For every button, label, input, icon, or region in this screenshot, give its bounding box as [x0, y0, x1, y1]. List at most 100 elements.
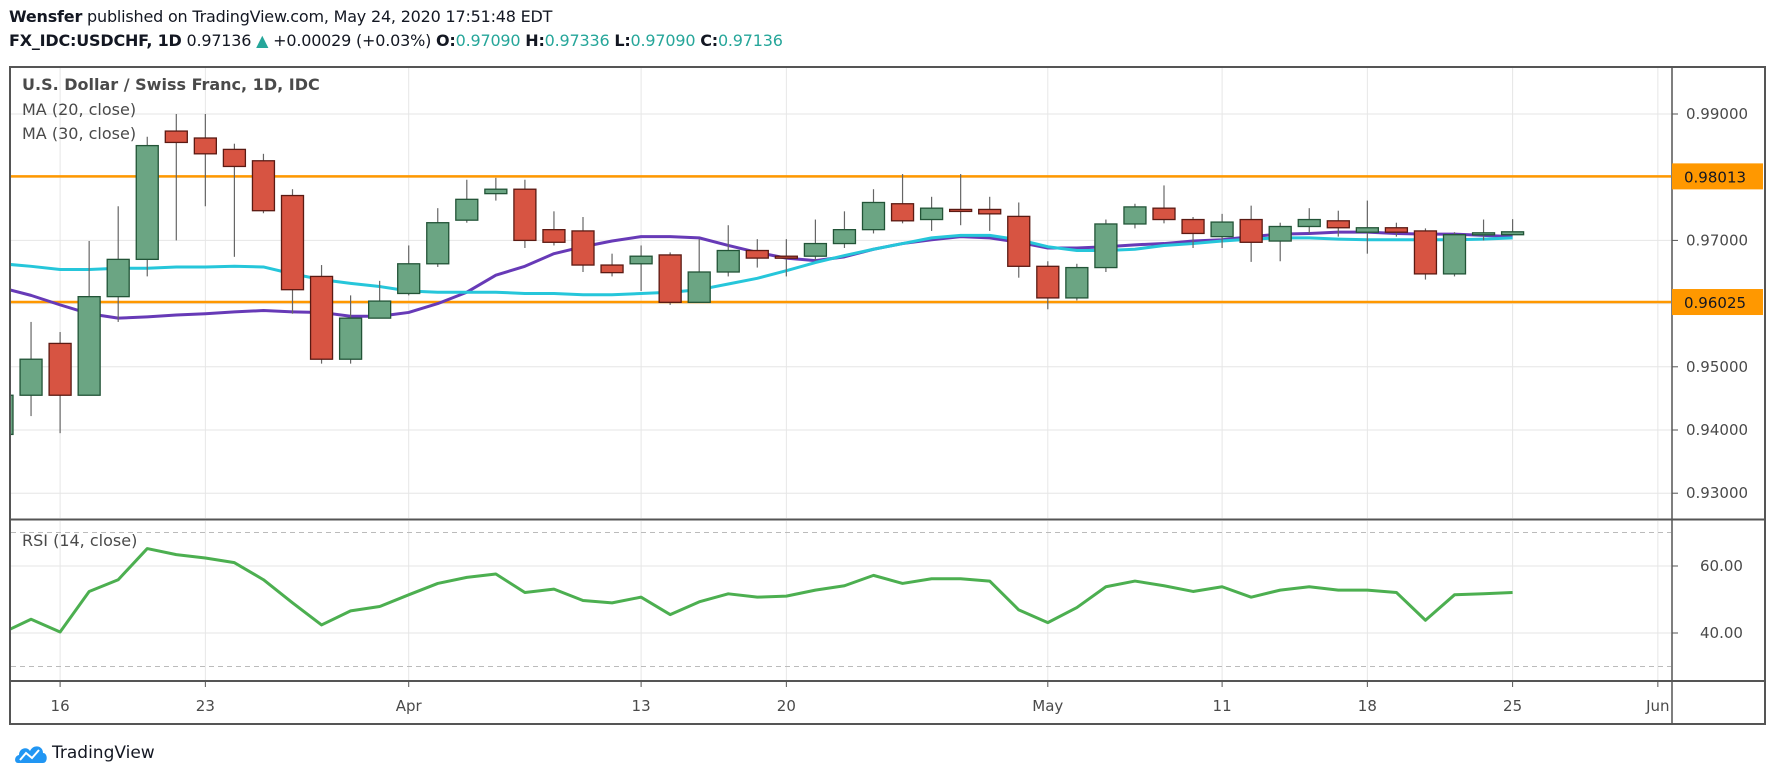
axes: 0.99000 0.97000 0.95000 0.94000 0.93000 16 23 A…: [51, 105, 1763, 715]
date-label: 25: [1503, 697, 1522, 715]
level-price-label: 0.96025: [1684, 294, 1746, 312]
candle: [978, 196, 1002, 231]
candle-body-up: [397, 263, 421, 295]
candle-body-up: [803, 242, 828, 257]
candle: [455, 179, 479, 223]
candle: [542, 211, 566, 246]
price-label: 0.93000: [1686, 484, 1748, 502]
candle: [1384, 222, 1409, 237]
candle: [397, 245, 421, 296]
grid-lines: [11, 68, 1671, 680]
date-label: 20: [777, 697, 796, 715]
candle-body-down: [600, 264, 624, 274]
candle: [251, 153, 276, 214]
candle-body-up: [861, 201, 886, 231]
candle-body-up: [832, 229, 857, 245]
candle-body-up: [1065, 266, 1089, 299]
candle: [222, 143, 247, 257]
price-label: 0.97000: [1686, 231, 1748, 249]
candle: [106, 206, 130, 322]
candle-body-down: [890, 203, 915, 222]
candle: [571, 217, 595, 272]
rsi-pane: [11, 532, 1671, 667]
close-value: 0.97136: [717, 31, 783, 50]
candle: [280, 189, 305, 314]
candle-body-down: [48, 342, 72, 396]
candle-body-up: [11, 394, 14, 436]
low-label: L:: [614, 31, 631, 50]
candle-body-down: [571, 230, 595, 266]
candle-body-up: [1442, 234, 1467, 275]
candle: [1036, 261, 1060, 310]
candle: [426, 208, 450, 267]
candle: [687, 239, 711, 303]
rsi-label: 40.00: [1700, 624, 1743, 642]
candle-body-up: [1210, 221, 1234, 238]
candle: [1355, 200, 1379, 254]
price-label: 0.95000: [1686, 358, 1748, 376]
candle: [338, 295, 363, 364]
candle: [1471, 219, 1496, 241]
candle-body-up: [426, 222, 450, 265]
open-value: 0.97090: [455, 31, 521, 50]
candle: [1065, 263, 1089, 301]
candle-body-up: [1355, 227, 1379, 233]
legend-ma30: MA (30, close): [22, 124, 136, 143]
candle: [745, 239, 769, 268]
candle-body-down: [1384, 227, 1409, 233]
candle-body-up: [1123, 206, 1147, 225]
candle: [629, 245, 653, 291]
candle-body-down: [164, 130, 188, 144]
brand-name: TradingView: [52, 743, 155, 763]
candle-body-up: [338, 317, 363, 360]
candle: [658, 252, 682, 305]
candle-body-up: [687, 271, 711, 303]
level-price-badge: [1672, 163, 1763, 190]
symbol-label: FX_IDC:USDCHF, 1D: [9, 31, 182, 50]
candle: [832, 211, 857, 248]
candle-body-down: [1036, 265, 1060, 299]
candle-body-down: [978, 208, 1002, 215]
candle: [309, 265, 334, 364]
publish-text: published on TradingView.com, May 24, 20…: [87, 7, 553, 26]
candle-body-up: [77, 295, 101, 396]
candle: [77, 241, 101, 396]
candle-body-up: [1094, 223, 1118, 269]
candle: [513, 179, 537, 248]
candle: [1297, 208, 1321, 234]
legend-ma20: MA (20, close): [22, 100, 136, 119]
level-price-label: 0.98013: [1684, 168, 1746, 186]
high-value: 0.97336: [544, 31, 610, 50]
date-label: May: [1032, 697, 1063, 715]
candle-body-down: [542, 229, 566, 243]
candle: [1326, 210, 1350, 237]
candle-body-down: [309, 275, 334, 360]
candle-body-up: [1500, 231, 1525, 236]
candle: [949, 174, 973, 226]
candle: [193, 114, 218, 207]
price-label: 0.99000: [1686, 105, 1748, 123]
candle-body-up: [367, 300, 392, 319]
candle: [48, 332, 72, 434]
close-label: C:: [700, 31, 718, 50]
date-label: Apr: [396, 697, 423, 715]
candle: [367, 280, 392, 319]
high-label: H:: [525, 31, 545, 50]
date-label: 18: [1358, 697, 1377, 715]
candle: [774, 239, 798, 277]
candle: [11, 394, 14, 436]
author-name[interactable]: Wensfer: [9, 7, 83, 26]
level-price-badge: [1672, 289, 1763, 316]
symbol-info: FX_IDC:USDCHF, 1D 0.97136 ▲ +0.00029 (+0…: [9, 31, 783, 50]
candle-body-up: [455, 198, 479, 221]
candle-body-down: [658, 254, 682, 303]
candle: [600, 253, 624, 277]
candle: [1210, 213, 1234, 248]
date-label: 16: [51, 697, 70, 715]
candle-body-up: [19, 358, 43, 396]
candle: [1094, 219, 1118, 272]
tradingview-logo[interactable]: TradingView: [14, 742, 155, 764]
candle: [1007, 202, 1031, 278]
candle-body-down: [251, 160, 276, 212]
